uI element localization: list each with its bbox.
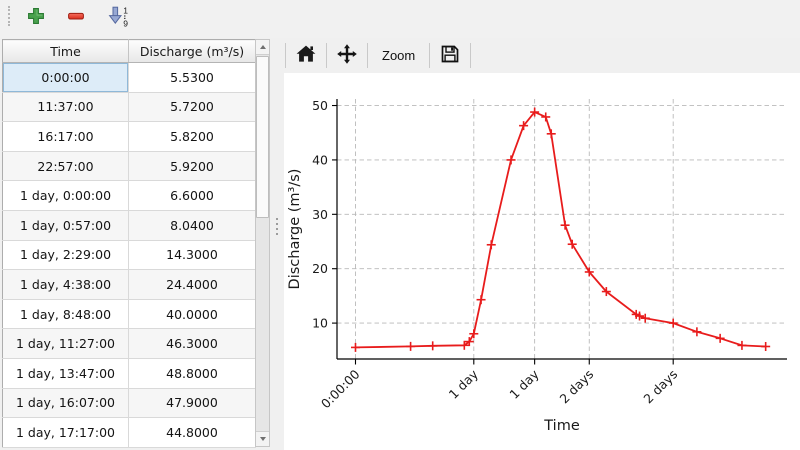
discharge-chart: 10 20 30 40 50 0:00:00 1 day 1 day 2 days 2 days D… xyxy=(287,98,787,434)
chart-panel: Zoom 10 20 30 40 50 0:00:00 1 day 1 day 2 days 2 … xyxy=(284,38,800,450)
time-cell[interactable]: 1 day, 0:57:00 xyxy=(2,210,129,241)
time-cell[interactable]: 1 day, 13:47:00 xyxy=(2,358,129,389)
triangle-down-icon xyxy=(259,437,266,441)
y-tick-label: 50 xyxy=(312,98,328,113)
table-row: 1 day, 4:38:00 24.4000 xyxy=(2,269,256,300)
main-toolbar: 1 9 xyxy=(0,0,800,38)
time-cell[interactable]: 16:17:00 xyxy=(2,121,129,152)
table-row: 1 day, 13:47:00 48.8000 xyxy=(2,358,256,389)
table-row: 0:00:00 5.5300 xyxy=(2,62,256,93)
save-button[interactable] xyxy=(436,41,464,71)
triangle-up-icon xyxy=(259,45,266,49)
discharge-cell[interactable]: 5.5300 xyxy=(128,62,256,93)
toolbar-separator xyxy=(326,43,327,68)
column-header-time[interactable]: Time xyxy=(2,39,129,63)
chart-figure: 10 20 30 40 50 0:00:00 1 day 1 day 2 days 2 days D… xyxy=(284,73,800,450)
y-tick-label: 30 xyxy=(312,207,328,222)
home-button[interactable] xyxy=(292,41,320,71)
column-header-discharge[interactable]: Discharge (m³/s) xyxy=(128,39,256,63)
pan-button[interactable] xyxy=(333,41,361,71)
discharge-cell[interactable]: 47.9000 xyxy=(128,388,256,419)
discharge-cell[interactable]: 46.3000 xyxy=(128,328,256,359)
discharge-cell[interactable]: 14.3000 xyxy=(128,240,256,271)
time-cell[interactable]: 1 day, 2:29:00 xyxy=(2,240,129,271)
time-series-panel: Time Discharge (m³/s) 0:00:00 5.5300 11:37… xyxy=(0,38,270,450)
table-row: 1 day, 0:57:00 8.0400 xyxy=(2,210,256,241)
discharge-cell[interactable]: 5.9200 xyxy=(128,151,256,182)
scrollbar-thumb[interactable] xyxy=(256,56,269,218)
table-row: 16:17:00 5.8200 xyxy=(2,121,256,152)
x-tick-label: 1 day xyxy=(506,366,542,402)
time-cell[interactable]: 1 day, 8:48:00 xyxy=(2,299,129,330)
y-tick-label: 20 xyxy=(312,261,328,276)
remove-row-button[interactable] xyxy=(62,3,90,31)
x-tick-label: 2 days xyxy=(640,367,680,407)
chart-nav-toolbar: Zoom xyxy=(284,38,800,73)
discharge-cell[interactable]: 40.0000 xyxy=(128,299,256,330)
x-tick-label: 1 day xyxy=(446,366,482,402)
toolbar-separator xyxy=(470,43,472,68)
x-tick-label: 0:00:00 xyxy=(318,366,363,411)
arrow-down-1-9-icon: 1 9 xyxy=(106,4,130,31)
toolbar-separator xyxy=(429,43,431,68)
zoom-button[interactable]: Zoom xyxy=(377,41,420,71)
x-tick-label: 2 days xyxy=(556,367,596,407)
table-row: 1 day, 0:00:00 6.6000 xyxy=(2,180,256,211)
table-row: 22:57:00 5.9200 xyxy=(2,151,256,182)
sort-badge-1: 1 xyxy=(123,5,128,15)
discharge-table: Time Discharge (m³/s) 0:00:00 5.5300 11:37… xyxy=(2,39,256,448)
sort-badge-9: 9 xyxy=(123,18,128,28)
discharge-cell[interactable]: 5.7200 xyxy=(128,92,256,123)
home-icon xyxy=(295,43,317,68)
minus-icon xyxy=(66,6,86,29)
time-cell[interactable]: 1 day, 0:00:00 xyxy=(2,180,129,211)
plus-icon xyxy=(26,6,46,29)
time-cell[interactable]: 11:37:00 xyxy=(2,92,129,123)
discharge-line xyxy=(355,111,766,349)
toolbar-separator xyxy=(367,43,368,68)
table-scrollbar[interactable] xyxy=(255,39,270,447)
table-row: 11:37:00 5.7200 xyxy=(2,92,256,123)
table-row: 1 day, 17:17:00 44.8000 xyxy=(2,417,256,448)
time-cell[interactable]: 1 day, 16:07:00 xyxy=(2,388,129,419)
discharge-cell[interactable]: 8.0400 xyxy=(128,210,256,241)
time-cell[interactable]: 22:57:00 xyxy=(2,151,129,182)
table-row: 1 day, 16:07:00 47.9000 xyxy=(2,388,256,419)
y-axis-label: Discharge (m³/s) xyxy=(287,169,303,290)
pan-arrows-icon xyxy=(336,43,358,68)
discharge-cell[interactable]: 5.8200 xyxy=(128,121,256,152)
splitter-dots-icon xyxy=(276,218,278,220)
time-cell[interactable]: 1 day, 11:27:00 xyxy=(2,328,129,359)
time-cell[interactable]: 0:00:00 xyxy=(2,62,129,93)
table-header: Time Discharge (m³/s) xyxy=(2,39,256,63)
table-row: 1 day, 11:27:00 46.3000 xyxy=(2,328,256,359)
discharge-cell[interactable]: 6.6000 xyxy=(128,180,256,211)
table-row: 1 day, 8:48:00 40.0000 xyxy=(2,299,256,330)
table-row: 1 day, 2:29:00 14.3000 xyxy=(2,240,256,271)
save-icon xyxy=(439,43,461,68)
time-cell[interactable]: 1 day, 17:17:00 xyxy=(2,417,129,448)
sort-ascending-button[interactable]: 1 9 xyxy=(102,3,134,31)
toolbar-separator xyxy=(285,43,286,68)
x-axis-label: Time xyxy=(543,418,580,434)
panel-splitter-handle[interactable] xyxy=(270,38,284,450)
time-cell[interactable]: 1 day, 4:38:00 xyxy=(2,269,129,300)
scrollbar-down-button[interactable] xyxy=(256,431,269,446)
toolbar-drag-handle[interactable] xyxy=(8,6,10,26)
discharge-cell[interactable]: 24.4000 xyxy=(128,269,256,300)
add-row-button[interactable] xyxy=(22,3,50,31)
scrollbar-up-button[interactable] xyxy=(256,40,269,55)
discharge-cell[interactable]: 44.8000 xyxy=(128,417,256,448)
discharge-cell[interactable]: 48.8000 xyxy=(128,358,256,389)
y-tick-label: 40 xyxy=(312,152,328,167)
y-tick-label: 10 xyxy=(312,316,328,331)
